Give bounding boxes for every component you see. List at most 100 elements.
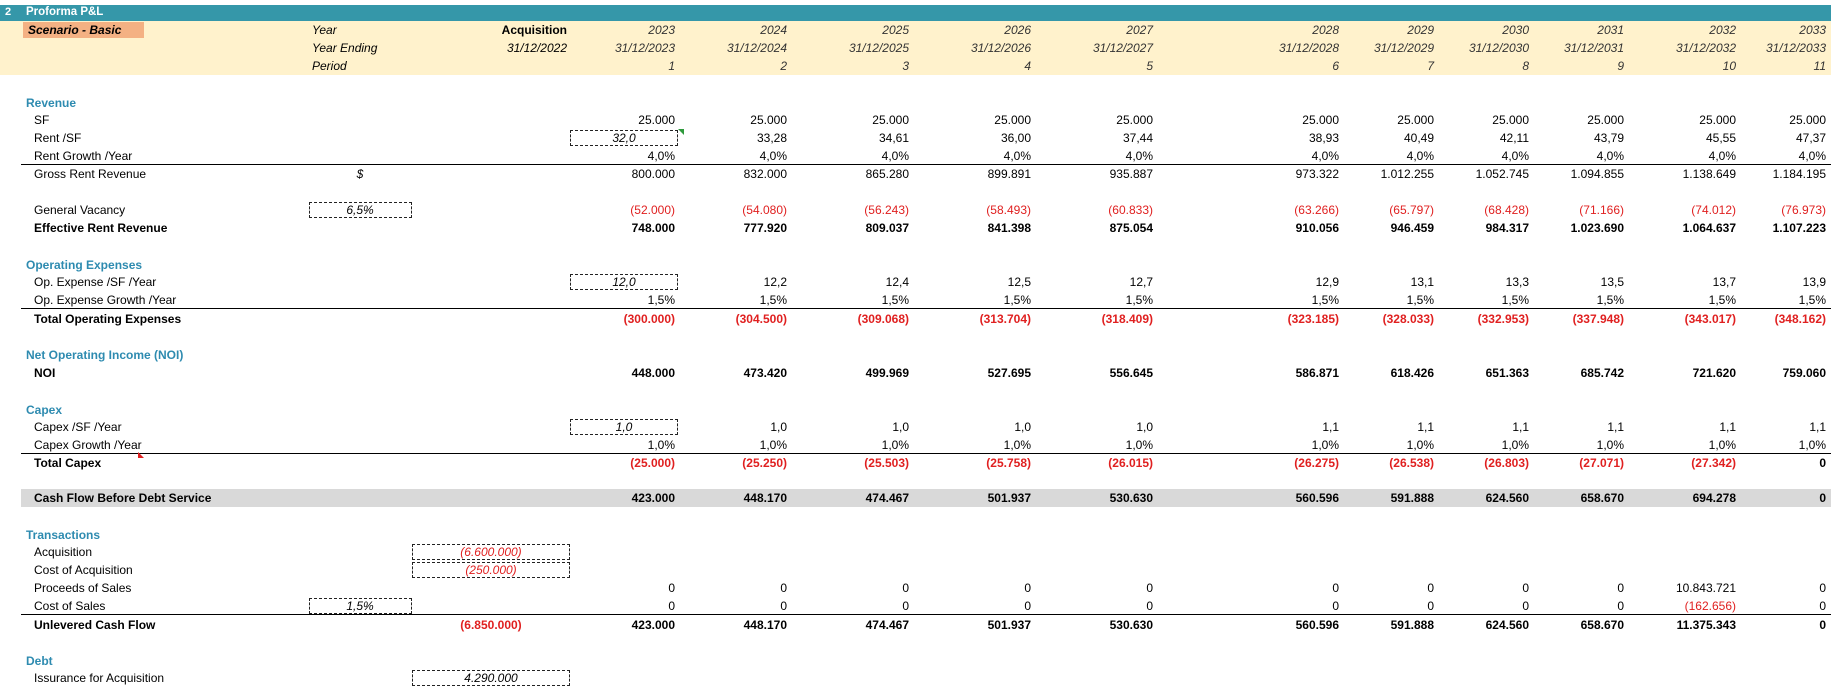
- value-cell: 448.000: [631, 366, 675, 380]
- value-cell: 875.054: [1109, 221, 1153, 235]
- value-cell: 473.420: [743, 366, 787, 380]
- value-cell: 1,0: [1014, 420, 1031, 434]
- value-cell: 13,7: [1712, 275, 1736, 289]
- value-cell: (348.162): [1774, 312, 1826, 326]
- value-cell: (26.538): [1389, 456, 1434, 470]
- value-cell: 474.467: [865, 618, 909, 632]
- value-cell: 984.317: [1485, 221, 1529, 235]
- section-noi: Net Operating Income (NOI): [26, 348, 184, 362]
- section-transactions: Transactions: [26, 528, 101, 542]
- value-cell: 37,44: [1122, 131, 1153, 145]
- value-cell: 530.630: [1109, 618, 1153, 632]
- value-cell: 0: [1617, 581, 1624, 595]
- value-cell: 45,55: [1705, 131, 1736, 145]
- value-cell: (25.000): [630, 456, 675, 470]
- value-cell: 11.375.343: [1676, 618, 1736, 632]
- value-cell: 38,93: [1308, 131, 1339, 145]
- input-cell-issuance[interactable]: [412, 670, 570, 686]
- period-cell: 9: [1617, 59, 1624, 73]
- value-cell: 25.000: [872, 113, 909, 127]
- input-value[interactable]: 32,0: [612, 131, 636, 145]
- year-ending-cell: 31/12/2032: [1675, 41, 1736, 55]
- value-cell: 0: [902, 581, 909, 595]
- input-cell-rent-sf[interactable]: [570, 130, 678, 146]
- value-cell: 4,0%: [647, 149, 675, 163]
- acquisition-value[interactable]: (250.000): [465, 563, 517, 577]
- value-cell: 1.184.195: [1772, 167, 1826, 181]
- value-cell: 1.052.745: [1475, 167, 1529, 181]
- value-cell: 501.937: [987, 618, 1031, 632]
- value-cell: 748.000: [631, 221, 675, 235]
- year-header: 2025: [882, 23, 909, 37]
- value-cell: 4,0%: [1708, 149, 1736, 163]
- input-value[interactable]: 1,5%: [346, 599, 374, 613]
- scenario-label[interactable]: Scenario - Basic: [28, 23, 122, 37]
- value-cell: (304.500): [735, 312, 787, 326]
- value-cell: 591.888: [1390, 491, 1434, 505]
- value-cell: 1,0%: [759, 438, 787, 452]
- value-cell: 1.107.223: [1772, 221, 1826, 235]
- row-label-acquisition: Acquisition: [34, 545, 93, 559]
- value-cell: 685.742: [1580, 366, 1624, 380]
- value-cell: 0: [1819, 618, 1826, 632]
- value-cell: 423.000: [631, 618, 675, 632]
- input-value[interactable]: 1,0: [615, 420, 633, 434]
- value-cell: 624.560: [1485, 491, 1529, 505]
- error-marker-icon[interactable]: [138, 452, 144, 458]
- input-cell-capex-sf[interactable]: [570, 419, 678, 435]
- value-cell: 36,00: [1000, 131, 1031, 145]
- period-label: Period: [312, 59, 347, 73]
- value-cell: 4,0%: [1003, 149, 1031, 163]
- year-ending-cell: 31/12/2033: [1765, 41, 1826, 55]
- acquisition-value[interactable]: 4.290.000: [464, 671, 518, 685]
- value-cell: (58.493): [986, 203, 1031, 217]
- input-cell-opex-sf[interactable]: [570, 274, 678, 290]
- value-cell: 899.891: [987, 167, 1031, 181]
- value-cell: 40,49: [1403, 131, 1434, 145]
- year-ending-label: Year Ending: [312, 41, 378, 55]
- year-ending-cell: 31/12/2023: [614, 41, 675, 55]
- period-cell: 8: [1522, 59, 1529, 73]
- comment-marker-icon[interactable]: [678, 129, 684, 135]
- sheet-title[interactable]: Proforma P&L: [26, 6, 104, 18]
- value-cell: 0: [1522, 581, 1529, 595]
- input-cell-cost-acq[interactable]: [412, 562, 570, 578]
- year-header: 2029: [1407, 23, 1434, 37]
- value-cell: 0: [668, 599, 675, 613]
- row-number: 2: [5, 6, 12, 18]
- input-value[interactable]: 6,5%: [346, 203, 374, 217]
- value-cell: 4,0%: [759, 149, 787, 163]
- value-cell: 0: [1427, 599, 1434, 613]
- row-label-opex-growth: Op. Expense Growth /Year: [34, 293, 177, 307]
- value-cell: 1,5%: [759, 293, 787, 307]
- value-cell: 1,1: [1607, 420, 1624, 434]
- value-cell: 25.000: [638, 113, 675, 127]
- input-value[interactable]: 12,0: [612, 275, 636, 289]
- row-border: [21, 453, 1831, 454]
- row-label-cost-acq: Cost of Acquisition: [34, 563, 133, 577]
- value-cell: 1,1: [1512, 420, 1529, 434]
- value-cell: 4,0%: [1311, 149, 1339, 163]
- value-cell: 1,5%: [881, 293, 909, 307]
- value-cell: 1.094.855: [1570, 167, 1624, 181]
- section-operating-expenses: Operating Expenses: [26, 258, 143, 272]
- year-header: 2031: [1597, 23, 1624, 37]
- value-cell: 1,5%: [1125, 293, 1153, 307]
- value-cell: (71.166): [1579, 203, 1624, 217]
- row-label-opex-sf: Op. Expense /SF /Year: [34, 275, 157, 289]
- period-cell: 7: [1427, 59, 1434, 73]
- row-label-rent-sf: Rent /SF: [34, 131, 82, 145]
- value-cell: 4,0%: [1596, 149, 1624, 163]
- scenario-cell[interactable]: [23, 22, 144, 38]
- value-cell: 12,2: [763, 275, 787, 289]
- value-cell: 0: [780, 599, 787, 613]
- value-cell: 1,5%: [1596, 293, 1624, 307]
- acquisition-value[interactable]: (6.600.000): [460, 545, 522, 559]
- input-cell-acquisition[interactable]: [412, 544, 570, 560]
- input-cell-vacancy[interactable]: [309, 202, 412, 218]
- year-ending-cell: 31/12/2024: [726, 41, 787, 55]
- value-cell: 0: [1146, 599, 1153, 613]
- year-header: 2032: [1709, 23, 1736, 37]
- value-cell: 0: [1819, 599, 1826, 613]
- input-cell-cost-sales[interactable]: [309, 598, 412, 614]
